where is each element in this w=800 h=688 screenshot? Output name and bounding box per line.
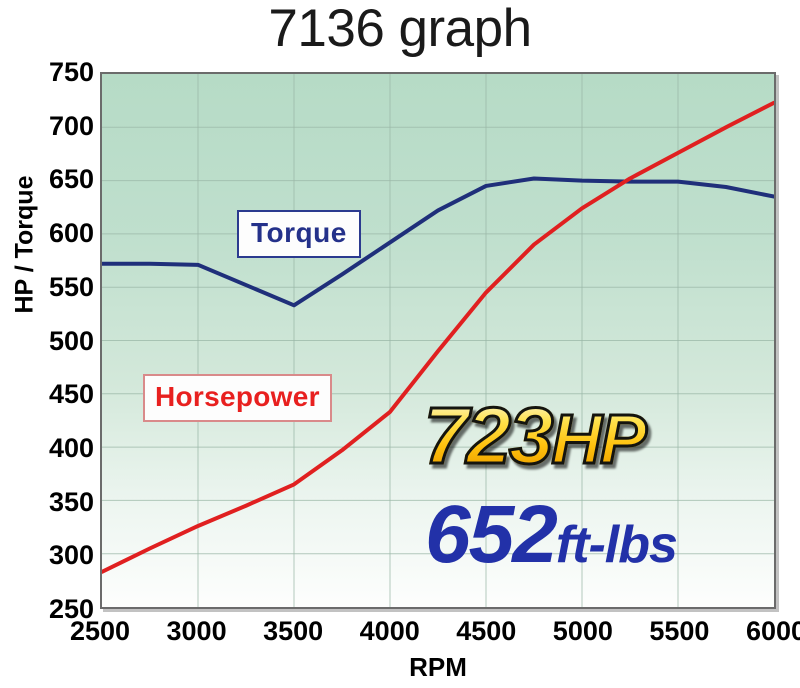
gridlines	[102, 74, 774, 607]
x-axis-title: RPM	[409, 652, 467, 682]
y-tick-label: 350	[48, 486, 94, 517]
callout-peak-horsepower: 723HP	[422, 394, 648, 478]
series-lines	[102, 103, 774, 572]
plot-svg	[102, 74, 774, 607]
callout-torque-value: 652	[425, 489, 558, 580]
y-tick-label: 650	[48, 164, 94, 195]
x-tick-label: 6000	[745, 616, 800, 646]
chart-title: 7136 graph	[268, 0, 532, 58]
x-tick-label: 3500	[263, 616, 324, 646]
callout-torque-unit: ft-lbs	[555, 516, 678, 574]
y-tick-label: 250	[48, 594, 94, 624]
x-tick-label: 5000	[552, 616, 613, 646]
x-tick-label: 5500	[649, 616, 710, 646]
x-tick-label: 4500	[456, 616, 517, 646]
series-line-torque	[102, 178, 774, 305]
y-tick-label: 550	[48, 271, 94, 302]
x-tick-label: 2500	[69, 616, 131, 646]
y-tick-label: 450	[48, 379, 94, 410]
callout-hp-unit: HP	[550, 400, 648, 478]
series-label-horsepower: Horsepower	[143, 374, 332, 422]
x-tick-label: 3000	[166, 616, 227, 646]
x-tick-label: 4000	[359, 616, 420, 646]
y-tick-label: 400	[48, 432, 94, 463]
y-tick-label: 750	[48, 57, 94, 87]
y-tick-label: 600	[48, 218, 94, 249]
series-line-horsepower	[102, 103, 774, 572]
y-tick-label: 300	[48, 540, 94, 571]
y-tick-label: 500	[48, 325, 94, 356]
y-tick-label: 700	[48, 110, 94, 141]
plot-area	[100, 72, 776, 609]
series-label-torque: Torque	[237, 210, 361, 258]
callout-peak-torque: 652ft-lbs	[425, 494, 678, 576]
callout-hp-value: 723	[422, 391, 555, 480]
